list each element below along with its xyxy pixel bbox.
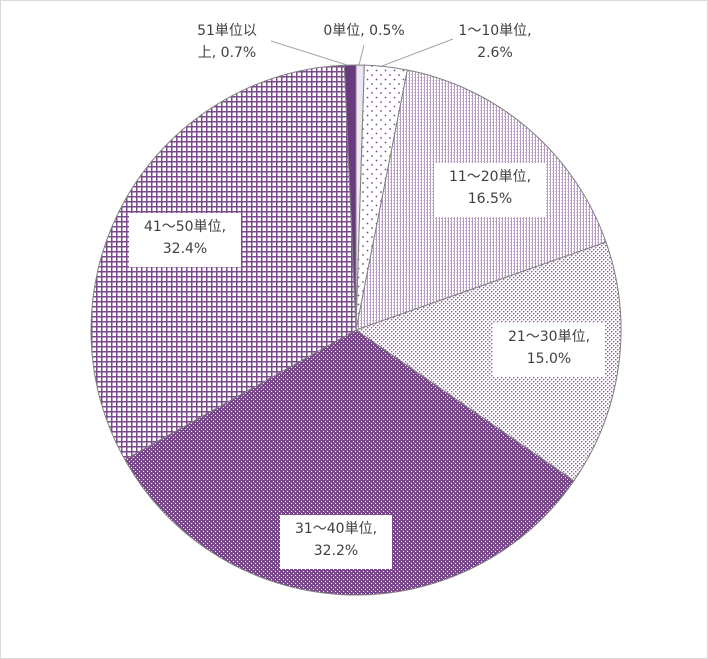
leader-line-1-10 [381,38,454,67]
slice-label-31-40: 31～40単位, 32.2% [280,515,392,569]
slice-label-41-50: 41～50単位, 32.4% [129,213,241,267]
leader-line-0 [358,44,365,66]
slice-label-line1: 1～10単位, [458,23,531,39]
pie-slice-21-30 [354,241,622,482]
slice-label-21-30: 21～30単位, 15.0% [493,323,605,377]
slice-label-line2: 32.4% [163,241,207,257]
slice-label-line2: 上, 0.7% [198,45,256,61]
slice-labels: 0単位, 0.5% 1～10単位, 2.6% 11～20単位, 16.5% 21～30単位… [129,23,605,569]
slice-label-line1: 11～20単位, [449,169,531,185]
label-box [493,323,605,377]
label-box [280,515,392,569]
slice-label-line2: 15.0% [527,351,571,367]
slice-label-line2: 16.5% [468,191,512,207]
slice-label-line1: 51単位以 [197,23,257,39]
slice-label-line1: 41～50単位, [144,219,226,235]
slice-label-line2: 2.6% [477,45,513,61]
pie-slices [90,64,622,596]
leader-line-51-plus [270,40,348,66]
slice-label-line1: 31～40単位, [295,521,377,537]
slice-label-line1: 21～30単位, [508,329,590,345]
slice-label-1-10: 1～10単位, 2.6% [458,23,531,61]
pie-slice-31-40 [124,329,575,596]
label-box [434,163,546,217]
leader-lines [270,38,454,67]
slice-label-0: 0単位, 0.5% [323,23,404,39]
label-box [129,213,241,267]
slice-label-11-20: 11～20単位, 16.5% [434,163,546,217]
pie-slice-51-plus [343,64,357,331]
slice-label-line1: 0単位, 0.5% [323,23,404,39]
slice-label-line2: 32.2% [314,543,358,559]
